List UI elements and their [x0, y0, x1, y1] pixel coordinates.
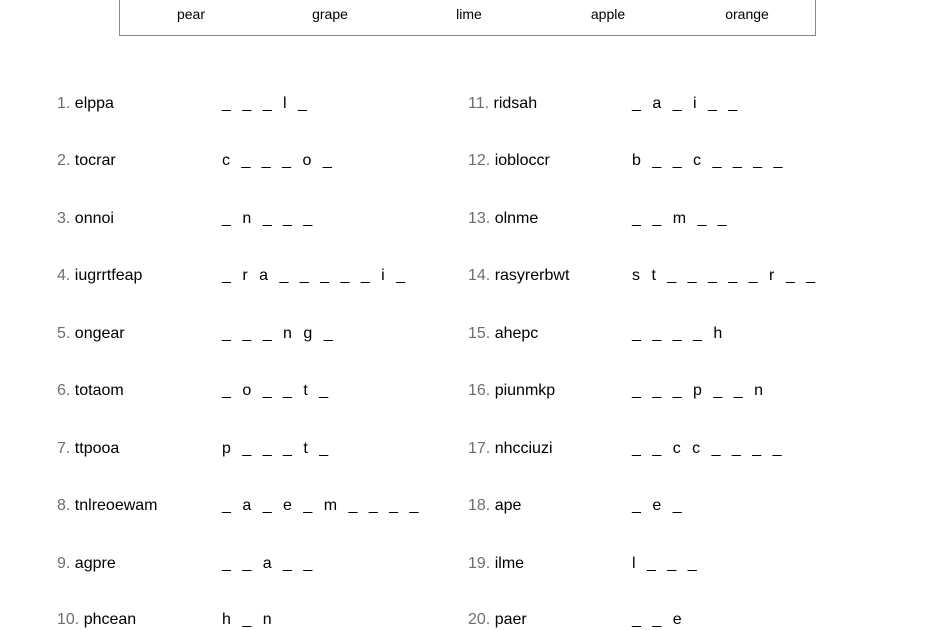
puzzle-number: 15. — [468, 325, 491, 342]
answer-pattern: _ _ _ n g _ — [222, 325, 333, 342]
answer-pattern: s t _ _ _ _ _ r _ _ — [632, 267, 816, 284]
puzzle-number: 9. — [57, 555, 71, 572]
answer-pattern: _ _ _ p _ _ n — [632, 382, 763, 399]
puzzle-item: 15. ahepc — [468, 324, 538, 344]
puzzle-item: 11. ridsah — [468, 94, 537, 114]
puzzle-item: 17. nhcciuzi — [468, 439, 553, 459]
scrambled-word: totaom — [74, 382, 124, 399]
puzzle-item: 3. onnoi — [57, 209, 114, 229]
word-bank-item: lime — [456, 6, 482, 22]
answer-pattern: h _ n — [222, 611, 272, 628]
scrambled-word: piunmkp — [494, 382, 556, 399]
puzzle-number: 16. — [468, 382, 491, 399]
answer-pattern: _ _ c c _ _ _ _ — [632, 440, 782, 457]
puzzle-number: 12. — [468, 152, 491, 169]
answer-pattern: _ r a _ _ _ _ _ i _ — [222, 267, 406, 284]
answer-pattern: _ e _ — [632, 497, 682, 514]
scrambled-word: elppa — [74, 95, 114, 112]
scrambled-word: rasyrerbwt — [494, 267, 570, 284]
scrambled-word: tnlreoewam — [74, 497, 158, 514]
scrambled-word: ridsah — [493, 95, 538, 112]
answer-pattern: p _ _ _ t _ — [222, 440, 329, 457]
scrambled-word: iugrrtfeap — [74, 267, 143, 284]
word-bank-item: orange — [725, 6, 769, 22]
puzzle-number: 18. — [468, 497, 491, 514]
puzzle-item: 19. ilme — [468, 554, 524, 574]
puzzle-number: 13. — [468, 210, 491, 227]
puzzle-item: 9. agpre — [57, 554, 116, 574]
puzzle-number: 6. — [57, 382, 71, 399]
puzzle-number: 7. — [57, 440, 71, 457]
puzzle-item: 7. ttpooa — [57, 439, 119, 459]
puzzle-item: 14. rasyrerbwt — [468, 266, 569, 286]
answer-pattern: _ n _ _ _ — [222, 210, 313, 227]
puzzle-item: 12. iobloccr — [468, 151, 550, 171]
scrambled-word: ahepc — [494, 325, 539, 342]
puzzle-item: 18. ape — [468, 496, 521, 516]
scrambled-word: olnme — [494, 210, 539, 227]
scrambled-word: onnoi — [74, 210, 114, 227]
puzzle-item: 5. ongear — [57, 324, 125, 344]
puzzle-item: 6. totaom — [57, 381, 124, 401]
answer-pattern: _ _ m _ _ — [632, 210, 727, 227]
puzzle-item: 10. phcean — [57, 610, 136, 630]
answer-pattern: _ _ _ _ h — [632, 325, 723, 342]
scrambled-word: ape — [494, 497, 522, 514]
puzzle-number: 8. — [57, 497, 71, 514]
scrambled-word: ongear — [74, 325, 125, 342]
word-bank-item: pear — [176, 6, 206, 22]
puzzle-number: 14. — [468, 267, 491, 284]
puzzle-number: 1. — [57, 95, 71, 112]
puzzle-item: 1. elppa — [57, 94, 114, 114]
scrambled-word: ilme — [494, 555, 525, 572]
word-bank-item: grape — [312, 6, 348, 22]
puzzle-item: 4. iugrrtfeap — [57, 266, 142, 286]
answer-pattern: _ _ _ l _ — [222, 95, 307, 112]
puzzle-number: 19. — [468, 555, 491, 572]
puzzle-number: 3. — [57, 210, 71, 227]
puzzle-item: 8. tnlreoewam — [57, 496, 158, 516]
puzzle-number: 4. — [57, 267, 71, 284]
word-bank: pear grape lime apple orange — [119, 0, 816, 36]
puzzle-number: 17. — [468, 440, 491, 457]
puzzle-item: 16. piunmkp — [468, 381, 555, 401]
scrambled-word: agpre — [74, 555, 116, 572]
scrambled-word: tocrar — [74, 152, 116, 169]
answer-pattern: _ _ e — [632, 611, 682, 628]
answer-pattern: _ _ a _ _ — [222, 555, 313, 572]
puzzle-item: 13. olnme — [468, 209, 538, 229]
puzzle-number: 11. — [468, 95, 490, 112]
answer-pattern: b _ _ c _ _ _ _ — [632, 152, 783, 169]
answer-pattern: _ o _ _ t _ — [222, 382, 329, 399]
answer-pattern: _ a _ i _ _ — [632, 95, 738, 112]
word-bank-item: apple — [590, 6, 626, 22]
scrambled-word: nhcciuzi — [494, 440, 553, 457]
puzzle-item: 2. tocrar — [57, 151, 116, 171]
answer-pattern: c _ _ _ o _ — [222, 152, 332, 169]
answer-pattern: l _ _ _ — [632, 555, 697, 572]
scrambled-word: ttpooa — [74, 440, 120, 457]
puzzle-number: 2. — [57, 152, 71, 169]
scrambled-word: iobloccr — [494, 152, 550, 169]
puzzle-item: 20. paer — [468, 610, 527, 630]
puzzle-number: 5. — [57, 325, 71, 342]
answer-pattern: _ a _ e _ m _ _ _ _ — [222, 497, 419, 514]
